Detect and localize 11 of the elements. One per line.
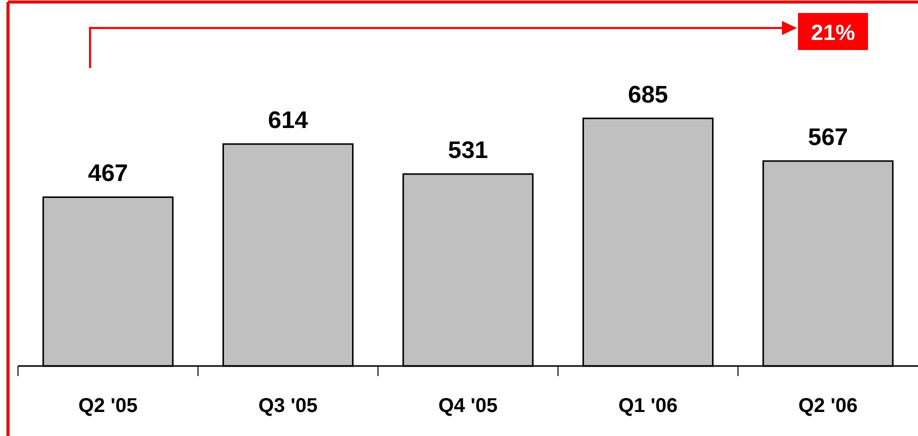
- data-label: 531: [448, 137, 488, 164]
- data-label: 567: [808, 124, 848, 152]
- x-tick-label: Q2 '05: [78, 395, 138, 417]
- x-tick-label: Q4 '05: [438, 395, 498, 417]
- data-label: 685: [628, 81, 668, 108]
- x-tick-label: Q3 '05: [258, 395, 318, 417]
- x-tick-label: Q1 '06: [618, 395, 678, 417]
- data-label: 614: [268, 107, 309, 134]
- text: 21%: [810, 20, 856, 45]
- data-label: 467: [88, 160, 128, 188]
- x-tick-label: Q2 '06: [798, 395, 858, 417]
